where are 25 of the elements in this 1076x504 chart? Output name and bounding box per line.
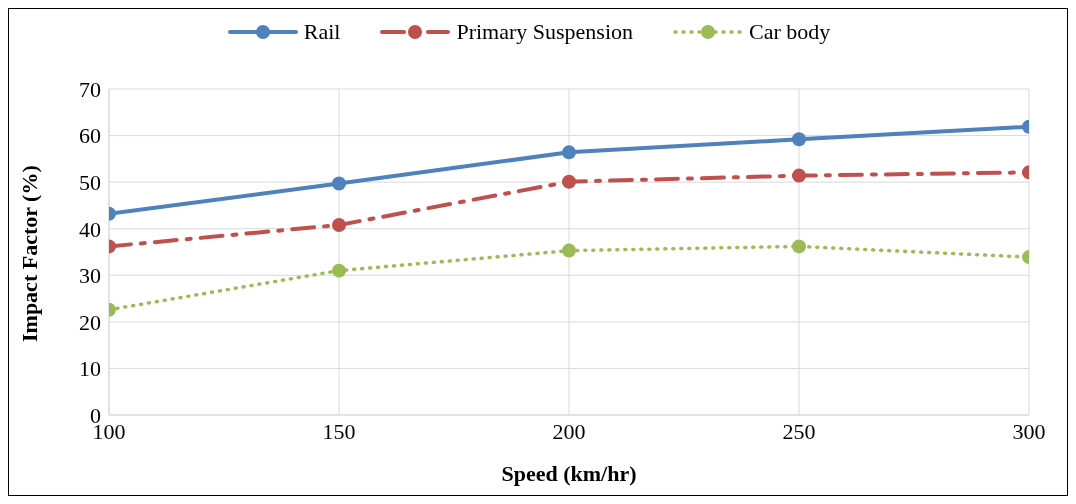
point — [562, 174, 576, 189]
legend-label: Car body — [749, 19, 831, 45]
point — [562, 145, 576, 160]
point — [332, 176, 346, 191]
y-tick-label: 70 — [79, 76, 101, 102]
x-tick-label: 300 — [1012, 418, 1046, 444]
y-axis-title: Impact Factor (%) — [16, 165, 42, 342]
y-tick-label: 60 — [79, 123, 101, 149]
y-tick-label: 40 — [79, 216, 101, 242]
x-tick-label: 150 — [322, 418, 356, 444]
point — [332, 217, 346, 232]
point — [792, 239, 806, 254]
point — [332, 263, 346, 278]
point — [792, 168, 806, 183]
point — [792, 132, 806, 147]
y-tick-label: 10 — [79, 356, 101, 382]
x-tick-label: 200 — [552, 418, 586, 444]
legend-label: Primary Suspension — [456, 19, 634, 45]
x-axis-title: Speed (km/hr) — [501, 461, 637, 486]
x-tick-label: 250 — [782, 418, 816, 444]
point — [562, 243, 576, 258]
y-tick-label: 20 — [79, 309, 101, 335]
y-tick-label: 50 — [79, 169, 101, 195]
legend-label: Rail — [303, 19, 341, 45]
y-tick-label: 30 — [79, 263, 101, 289]
